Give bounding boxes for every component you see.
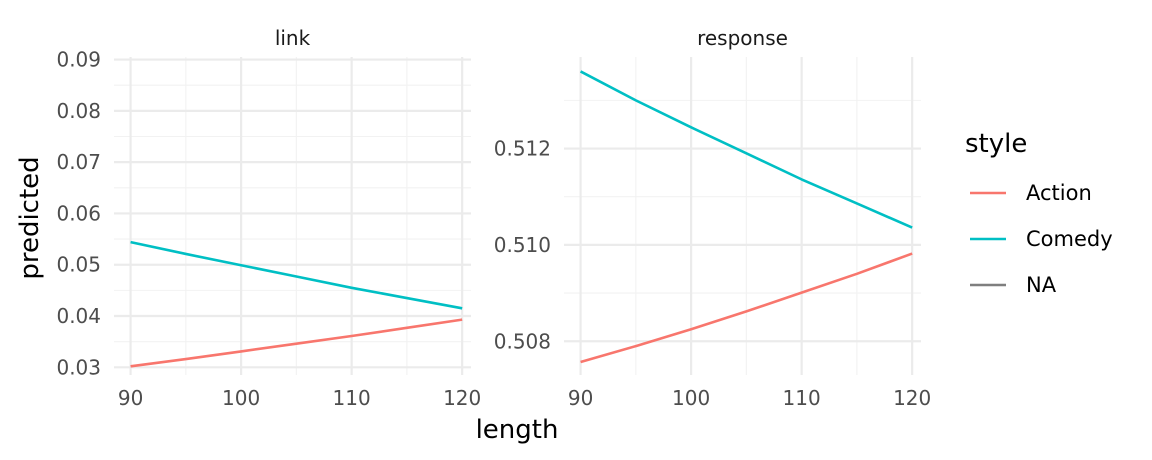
y-tick-label: 0.512	[494, 137, 551, 161]
panels: 90 100 110 120 0.03 0.04 0.05 0.06 0.07 0.08 0.09 l…	[56, 26, 931, 410]
y-tick-label: 0.03	[56, 355, 101, 379]
x-tick-label: 110	[333, 386, 371, 410]
legend-entry-na: NA	[970, 273, 1057, 297]
x-axis-title: length	[476, 415, 559, 445]
series-line-action	[130, 318, 463, 368]
legend-entry-action: Action	[970, 181, 1092, 205]
legend-title: style	[965, 129, 1027, 159]
y-tick-label: 0.06	[56, 201, 101, 225]
y-tick-label: 0.510	[494, 233, 551, 257]
series-line-comedy	[579, 70, 913, 229]
y-tick-label: 0.508	[494, 329, 551, 353]
legend-label: NA	[1026, 273, 1057, 297]
x-tick-label: 100	[222, 386, 260, 410]
y-tick-label: 0.08	[56, 99, 101, 123]
panel-link: 90 100 110 120 0.03 0.04 0.05 0.06 0.07 0.08 0.09 l…	[56, 26, 481, 410]
x-tick-label: 90	[568, 386, 593, 410]
strip-label-response: response	[697, 26, 788, 50]
x-tick-label: 120	[443, 386, 481, 410]
x-tick-label: 110	[783, 386, 821, 410]
legend: style Action Comedy NA	[965, 129, 1113, 297]
y-tick-label: 0.05	[56, 253, 101, 277]
panel-response: 90 100 110 120 0.508 0.510 0.512 response	[494, 26, 932, 410]
x-tick-label: 100	[672, 386, 710, 410]
legend-label: Comedy	[1026, 227, 1113, 251]
strip-label-link: link	[275, 26, 311, 50]
series-line-action	[580, 252, 913, 364]
y-tick-label: 0.07	[56, 150, 101, 174]
legend-entry-comedy: Comedy	[970, 227, 1113, 251]
y-tick-label: 0.09	[56, 48, 101, 72]
y-axis-title: predicted	[15, 156, 45, 279]
x-tick-label: 120	[893, 386, 931, 410]
x-tick-label: 90	[118, 386, 143, 410]
series-line-comedy	[130, 240, 463, 310]
y-tick-label: 0.04	[56, 304, 101, 328]
legend-label: Action	[1026, 181, 1092, 205]
